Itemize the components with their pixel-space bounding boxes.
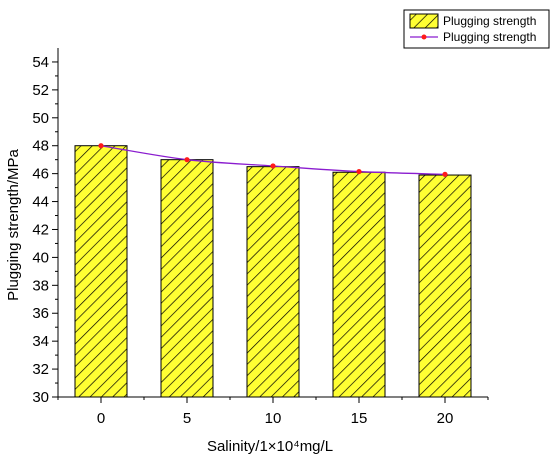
x-tick-label: 20 [437, 410, 454, 427]
legend: Plugging strength Plugging strength [403, 9, 550, 49]
bar-10 [246, 166, 300, 398]
bar-15 [332, 171, 386, 398]
y-axis-title: Plugging strength/MPa [5, 148, 22, 300]
bar-5 [160, 159, 214, 398]
line-point-15 [356, 168, 362, 175]
legend-line-label: Plugging strength [443, 30, 536, 44]
y-tick-label: 30 [32, 389, 49, 406]
y-tick-label: 38 [32, 277, 49, 294]
x-tick-label: 15 [351, 410, 368, 427]
y-tick-label: 40 [32, 249, 49, 266]
y-tick-label: 34 [32, 333, 49, 350]
y-tick-label: 32 [32, 361, 49, 378]
y-tick-label: 48 [32, 138, 49, 155]
y-tick-label: 50 [32, 110, 49, 127]
x-tick-label: 0 [97, 410, 105, 427]
y-tick-label: 54 [32, 54, 49, 71]
line-point-5 [184, 157, 190, 163]
y-tick-label: 46 [32, 166, 49, 183]
bar-series [74, 145, 472, 398]
legend-bar-swatch [409, 13, 439, 29]
y-tick-label: 36 [32, 305, 49, 322]
legend-bar-label: Plugging strength [443, 14, 536, 28]
x-tick-label: 5 [183, 410, 191, 427]
line-point-10 [270, 163, 276, 169]
bar-0 [74, 145, 128, 398]
y-tick-label: 42 [32, 221, 49, 238]
legend-line-marker [421, 34, 427, 40]
line-point-20 [442, 171, 448, 177]
x-axis-title: Salinity/1×10⁴mg/L [207, 438, 333, 455]
x-tick-label: 10 [265, 410, 282, 427]
x-axis-ticks: 0 5 10 15 20 [57, 397, 489, 427]
y-tick-label: 52 [32, 82, 49, 99]
y-axis-ticks: 30 32 34 36 38 40 42 44 46 48 50 52 54 [32, 54, 58, 406]
line-point-0 [98, 143, 104, 149]
bar-20 [418, 174, 472, 398]
y-tick-label: 44 [32, 194, 49, 211]
line-series [98, 143, 448, 177]
